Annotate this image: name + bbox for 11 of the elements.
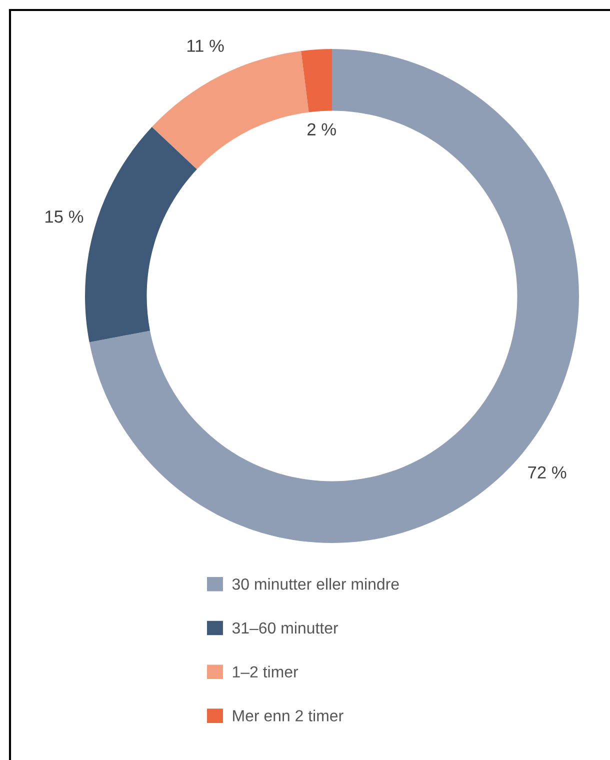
legend-label: 30 minutter eller mindre — [232, 578, 399, 590]
donut-slice — [152, 50, 309, 170]
donut-slice — [301, 49, 332, 112]
donut-slice — [85, 126, 197, 342]
data-label: 15 % — [46, 210, 84, 223]
data-label: 2 % — [308, 123, 336, 136]
legend-label: Mer enn 2 timer — [233, 710, 344, 722]
legend-label: 31–60 minutter — [232, 622, 338, 634]
data-label: 72 % — [528, 466, 566, 479]
data-label: 11 % — [187, 40, 224, 52]
legend-label: 1–2 timer — [232, 666, 298, 678]
